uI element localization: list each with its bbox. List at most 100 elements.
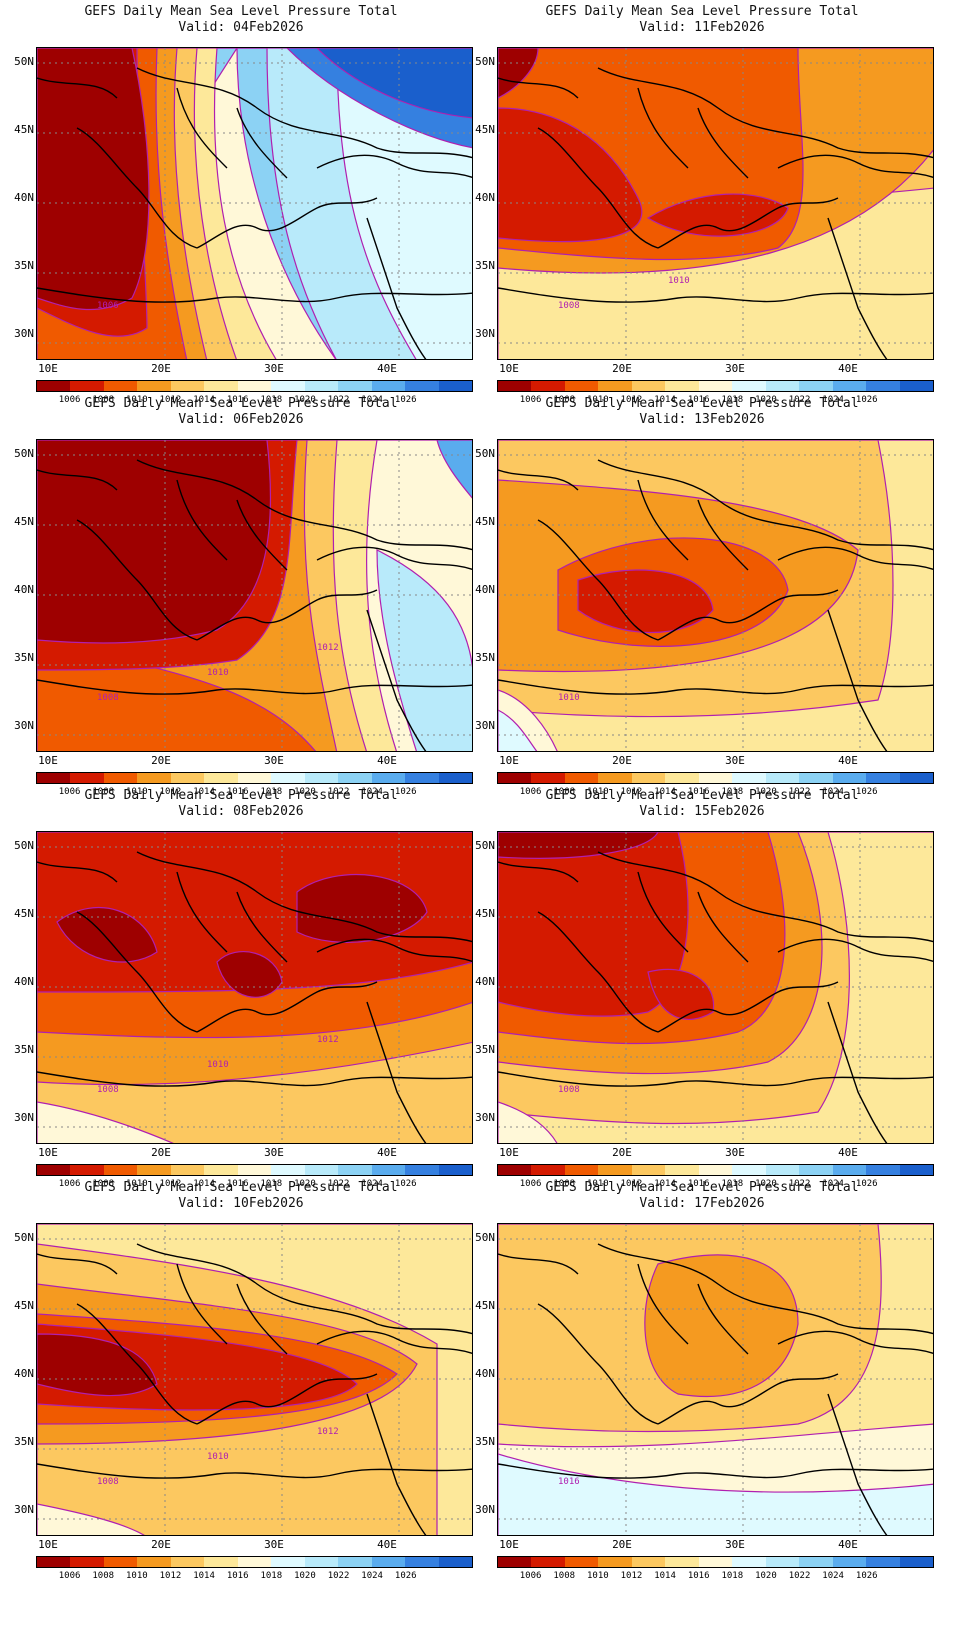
pressure-map: 1010 [497, 439, 934, 752]
coastline [498, 469, 579, 491]
pressure-band [498, 1453, 933, 1535]
pressure-band [498, 48, 539, 99]
colorbar-swatch [732, 773, 766, 783]
longitude-label: 20E [612, 362, 632, 375]
contour-label: 1016 [558, 1477, 580, 1487]
coastline [196, 981, 378, 1033]
pressure-field: 1008 1010 1012 [37, 440, 472, 751]
contour-label: 1010 [668, 276, 690, 286]
colorbar-swatch [271, 1557, 305, 1567]
colorbar-swatch [799, 381, 833, 391]
latitude-label: 50N [475, 55, 495, 68]
colorbar-level-label: 1020 [294, 395, 316, 405]
colorbar-swatch [899, 1557, 934, 1567]
colorbar-swatch [338, 1165, 372, 1175]
colorbar [497, 1556, 934, 1568]
colorbar-level-label: 1026 [394, 395, 417, 405]
colorbar-swatch [237, 773, 272, 783]
colorbar-level-label: 1008 [92, 1571, 115, 1581]
colorbar-level-label: 1006 [58, 1179, 81, 1189]
colorbar-swatch [137, 1165, 171, 1175]
colorbar-level-label: 1006 [519, 395, 542, 405]
longitude-label: 30E [264, 754, 284, 767]
colorbar-swatch [799, 1557, 833, 1567]
colorbar-swatch [498, 773, 532, 783]
latitude-label: 35N [14, 1435, 34, 1448]
colorbar-level-label: 1022 [788, 1179, 811, 1189]
colorbar-level-label: 1026 [394, 1179, 417, 1189]
colorbar-level-label: 1022 [788, 395, 811, 405]
latitude-label: 40N [475, 975, 495, 988]
colorbar-level-label: 1014 [193, 1571, 215, 1581]
colorbar-swatch [866, 1557, 900, 1567]
colorbar-level-label: 1022 [327, 787, 350, 797]
colorbar-swatch [564, 1165, 599, 1175]
contour-label: 1010 [207, 1452, 229, 1462]
latitude-label: 30N [14, 327, 34, 340]
longitude-label: 10E [38, 1146, 58, 1159]
colorbar-level-label: 1020 [294, 787, 316, 797]
coastline [37, 1071, 472, 1087]
colorbar-level-label: 1012 [620, 1179, 643, 1189]
colorbar-level-label: 1020 [755, 1571, 777, 1581]
panel-title: GEFS Daily Mean Sea Level Pressure Total [545, 396, 859, 411]
latitude-label: 45N [14, 123, 34, 136]
coastline [236, 1283, 288, 1355]
colorbar-swatch [498, 1557, 532, 1567]
colorbar-swatch [137, 381, 171, 391]
colorbar-level-label: 1022 [327, 1179, 350, 1189]
latitude-label: 30N [475, 719, 495, 732]
coastline [537, 911, 659, 1033]
panel-title: GEFS Daily Mean Sea Level Pressure Total [84, 4, 398, 19]
longitude-label: 40E [377, 1146, 397, 1159]
contour-label: 1010 [207, 1060, 229, 1070]
coastline [498, 1253, 579, 1275]
coastline [136, 459, 472, 551]
colorbar-level-label: 1006 [58, 395, 81, 405]
colorbar-level-label: 1024 [361, 1571, 383, 1581]
colorbar-swatch [832, 381, 867, 391]
colorbar-swatch [899, 381, 934, 391]
colorbar-swatch [170, 381, 205, 391]
coastline [316, 1330, 472, 1355]
colorbar [497, 772, 934, 784]
pressure-band [647, 968, 715, 1020]
map-panel: GEFS Daily Mean Sea Level Pressure Total… [461, 1176, 943, 1586]
colorbar-swatch [103, 1557, 138, 1567]
longitude-label: 20E [612, 754, 632, 767]
colorbar-swatch [531, 773, 565, 783]
colorbar-level-label: 1010 [126, 1179, 148, 1189]
longitude-label: 40E [377, 362, 397, 375]
panel-title: GEFS Daily Mean Sea Level Pressure Total [545, 788, 859, 803]
pressure-field: 1008 1010 [498, 48, 933, 359]
coastline [196, 1373, 378, 1425]
colorbar-level-label: 1010 [126, 395, 148, 405]
colorbar [497, 380, 934, 392]
longitude-label: 30E [264, 1146, 284, 1159]
pressure-band [296, 874, 428, 943]
map-panel: GEFS Daily Mean Sea Level Pressure Total… [0, 392, 482, 802]
coastline [637, 479, 689, 561]
colorbar [36, 1556, 473, 1568]
colorbar-level-label: 1014 [654, 787, 676, 797]
colorbar-swatch [37, 1165, 71, 1175]
colorbar-level-label: 1026 [855, 1571, 878, 1581]
latitude-label: 30N [14, 1503, 34, 1516]
coastline [366, 1393, 427, 1535]
colorbar-level-label: 1024 [822, 1571, 844, 1581]
coastline [136, 1243, 472, 1335]
colorbar-level-label: 1012 [620, 1571, 643, 1581]
colorbar-level-label: 1014 [193, 395, 215, 405]
colorbar-swatch [631, 381, 666, 391]
panel-valid-date: Valid: 11Feb2026 [639, 20, 765, 35]
longitude-label: 30E [725, 1538, 745, 1551]
coastline [498, 287, 933, 303]
coastline [697, 1283, 749, 1355]
colorbar-level-label: 1010 [587, 787, 609, 797]
colorbar-swatch [371, 1165, 406, 1175]
longitude-label: 30E [264, 1538, 284, 1551]
colorbar-swatch [531, 1557, 565, 1567]
colorbar-level-label: 1024 [822, 395, 844, 405]
colorbar-swatch [204, 1165, 238, 1175]
coastline [498, 1071, 933, 1087]
